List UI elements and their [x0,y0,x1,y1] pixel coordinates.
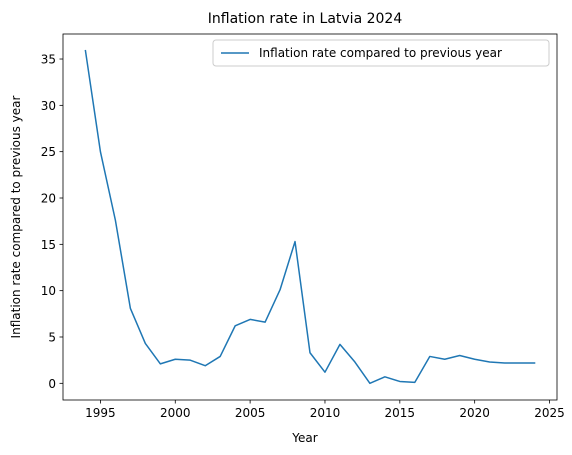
y-axis-label: Inflation rate compared to previous year [9,95,23,338]
x-tick-label: 2010 [310,406,341,420]
y-tick-label: 10 [41,284,56,298]
y-tick-label: 30 [41,99,56,113]
x-axis-label: Year [291,431,317,445]
legend-box [212,39,550,67]
x-tick-label: 2020 [459,406,490,420]
x-tick-label: 2005 [235,406,266,420]
y-tick-label: 25 [41,145,56,159]
y-tick-label: 20 [41,192,56,206]
x-tick-label: 2025 [534,406,565,420]
y-tick-label: 5 [48,330,56,344]
y-tick-label: 35 [41,53,56,67]
y-tick-label: 0 [48,377,56,391]
legend-entry: Inflation rate compared to previous year [259,46,502,60]
x-tick-label: 2015 [385,406,416,420]
legend: Inflation rate compared to previous year [212,39,550,67]
y-tick-label: 15 [41,238,56,252]
x-tick-label: 2000 [160,406,191,420]
x-tick-label: 1995 [85,406,116,420]
plot-frame [62,33,558,401]
chart-title: Inflation rate in Latvia 2024 [208,11,403,27]
